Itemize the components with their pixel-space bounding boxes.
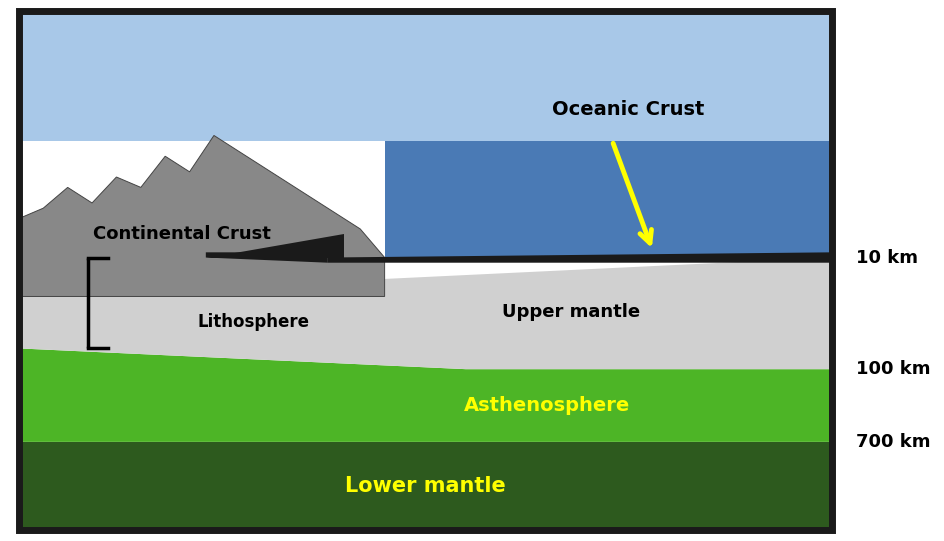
Text: 100 km: 100 km — [855, 360, 930, 378]
Text: Oceanic Crust: Oceanic Crust — [551, 100, 704, 119]
Polygon shape — [19, 348, 831, 442]
Text: Asthenosphere: Asthenosphere — [464, 396, 630, 415]
Text: Lower mantle: Lower mantle — [345, 476, 505, 496]
Text: Upper mantle: Upper mantle — [502, 303, 640, 321]
Text: Continental Crust: Continental Crust — [93, 225, 270, 243]
Polygon shape — [19, 11, 831, 141]
Polygon shape — [206, 252, 328, 263]
Polygon shape — [206, 234, 344, 258]
Polygon shape — [328, 252, 831, 263]
Text: 700 km: 700 km — [855, 433, 930, 451]
Polygon shape — [19, 442, 831, 530]
Text: 10 km: 10 km — [855, 248, 917, 267]
Polygon shape — [19, 258, 831, 369]
Polygon shape — [384, 141, 831, 258]
Polygon shape — [19, 135, 384, 296]
Text: Lithosphere: Lithosphere — [197, 313, 310, 332]
